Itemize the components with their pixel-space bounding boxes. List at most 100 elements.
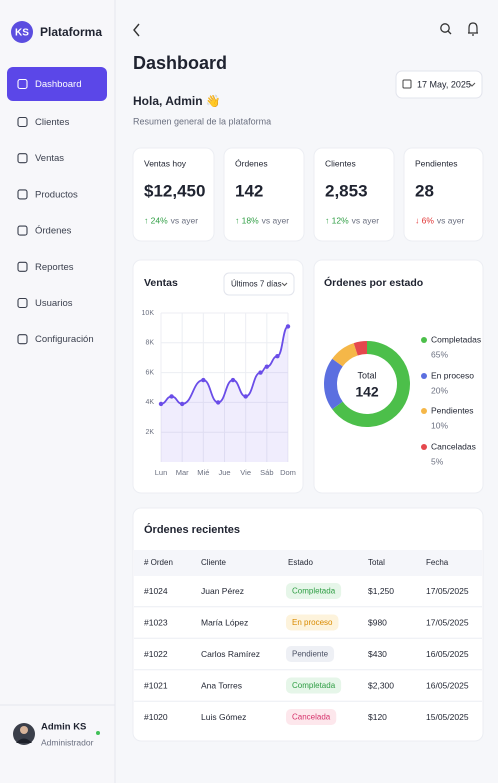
table-cell: Ana Torres [201,680,242,690]
point [215,400,221,405]
legend-label: En proceso [431,370,474,380]
column-header: Fecha [426,558,449,567]
donut-chart: Completadas 65% En proceso 20% Pendientes 10%… [324,334,481,466]
status-text: En proceso [292,618,333,627]
table-row[interactable]: #1020 Luis Gómez Cancelada $120 15/05/2025 [134,700,482,725]
point [230,377,236,383]
x-tick-label: Jue [218,468,230,477]
stat-change: ↑ 12% [325,215,349,225]
table-cell: $980 [368,617,387,627]
date-picker[interactable]: 17 May, 2025 [395,70,483,99]
donut-segment [324,358,343,410]
nav-item[interactable]: Usuarios [17,297,73,309]
legend-value: 20% [431,385,448,395]
legend-swatch [421,337,427,343]
nav-label: Dashboard [35,79,81,90]
nav-icon [17,78,28,90]
stats: Ventas hoy$12,450↑ 24% vs ayerÓrdenes142↑… [132,147,484,242]
nav-label: Ventas [35,153,64,164]
table-header [134,550,482,576]
table-row[interactable]: #1024 Juan Pérez Completada $1,250 17/05/202… [144,583,469,599]
status-badge [286,583,342,599]
legend-label: Pendientes [431,405,474,415]
column-header: # Orden [144,558,173,567]
nav-label: Usuarios [35,298,73,309]
user-card[interactable]: Admin KS Administrador [13,722,100,748]
table-cell: #1021 [144,680,168,690]
nav-item[interactable]: Órdenes [17,225,72,237]
point [275,354,280,359]
date-text: 17 May, 2025 [417,79,471,89]
status-text: Pendiente [292,650,329,659]
search-button[interactable] [440,23,452,35]
stat-note: vs ayer [437,215,465,225]
period-button [223,272,295,296]
date-button [395,70,483,99]
stat-value: 2,853 [325,181,368,200]
avatar-face [20,726,28,734]
stat-value: 142 [235,181,263,200]
donut-center-value: 142 [355,384,379,400]
stat-card-bg [313,147,395,242]
y-tick-label: 10K [142,310,155,317]
notifications-button[interactable] [468,22,478,36]
stat-change: ↓ 6% [415,215,434,225]
nav-item[interactable]: Clientes [17,116,70,128]
table-cell: Luis Gómez [201,712,246,722]
table-row[interactable]: #1023 María López En proceso $980 17/05/2025 [134,606,482,631]
status-badge [286,677,342,694]
logo-badge [11,21,33,43]
greeting: Hola, Admin 👋 [133,94,221,108]
table-cell: 16/05/2025 [426,680,469,690]
back-button[interactable] [133,23,140,37]
table-cell: Carlos Ramírez [201,649,260,659]
table-cell: 17/05/2025 [426,586,469,596]
orders-title: Órdenes recientes [144,523,240,536]
y-tick-label: 4K [145,399,154,406]
status-text: Cancelada [292,713,331,722]
table-cell: $430 [368,649,387,659]
user-name: Admin KS [41,722,86,733]
period-text: Últimos 7 días [231,280,282,289]
stat-note: vs ayer [352,215,380,225]
stat-card: Clientes 2,853 ↑ 12% vs ayer [313,147,395,242]
donut-segment [353,341,368,356]
legend-swatch [421,444,427,450]
point [169,394,174,399]
user-role: Administrador [41,737,94,747]
stat-card: Órdenes 142 ↑ 18% vs ayer [223,147,305,242]
status-badge [286,709,337,725]
avatar-body [16,738,32,743]
sales-title: Ventas [144,277,178,289]
nav-icon [17,225,28,236]
nav-item[interactable]: Ventas [17,153,64,164]
table-row[interactable]: #1021 Ana Torres Completada $2,300 16/05/202… [134,669,482,694]
table-cell: #1024 [144,586,168,596]
point [264,364,270,369]
sidebar [0,0,115,783]
nav-item[interactable]: Reportes [17,261,74,273]
table-row[interactable]: #1022 Carlos Ramírez Pendiente $430 16/05/20… [134,637,482,662]
status-badge [286,614,339,631]
period-select[interactable]: Últimos 7 días [223,272,295,296]
x-tick-label: Dom [280,468,296,477]
nav-item[interactable]: Dashboard [7,67,107,101]
table-cell: #1020 [144,712,168,722]
nav-label: Órdenes [35,226,72,237]
stat-change: ↑ 18% [235,215,259,225]
nav-icon [17,189,28,200]
logo-text: KS [15,28,29,39]
x-tick-label: Sáb [260,468,273,477]
stat-card: Ventas hoy $12,450 ↑ 24% vs ayer [132,147,215,242]
nav-item[interactable]: Productos [17,189,78,200]
table-cell: $120 [368,712,387,722]
nav-icon [17,261,28,272]
donut-center-label: Total [357,370,376,380]
y-tick-label: 6K [145,369,154,376]
table-cell: $1,250 [368,586,394,596]
nav-item[interactable]: Configuración [17,334,94,345]
x-tick-label: Mié [197,468,209,477]
area [161,326,288,462]
stat-card-bg [223,147,305,242]
